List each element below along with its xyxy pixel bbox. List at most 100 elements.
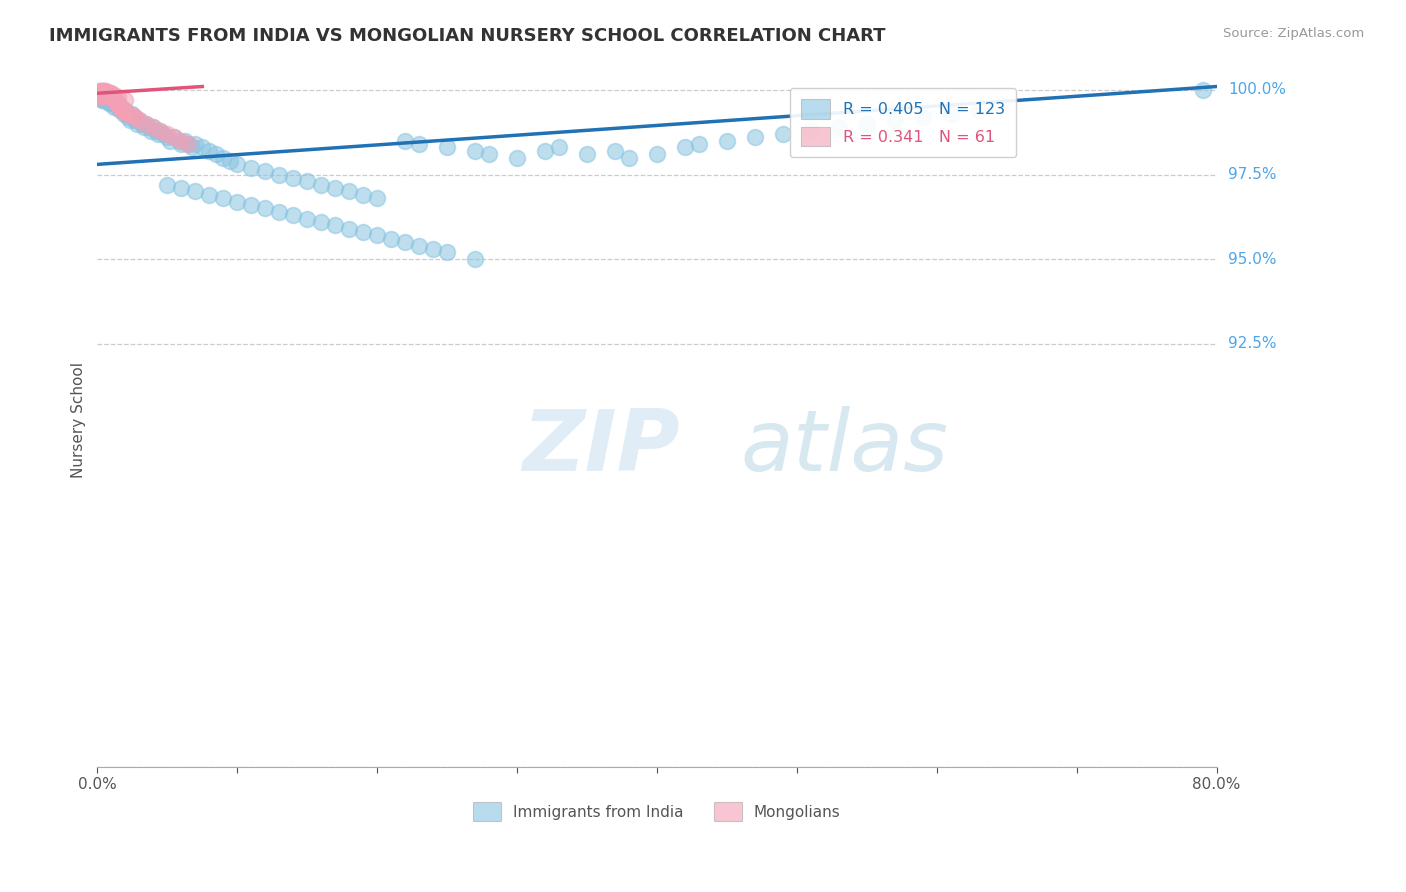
Point: [121, 108, 143, 122]
Point: [91, 86, 114, 100]
Point: [828, 120, 851, 135]
Point: [226, 194, 249, 209]
Point: [128, 113, 150, 128]
Point: [91, 87, 114, 101]
Point: [112, 104, 135, 119]
Point: [478, 147, 501, 161]
Text: atlas: atlas: [741, 406, 949, 489]
Point: [156, 130, 179, 145]
Point: [135, 117, 157, 131]
Point: [269, 168, 291, 182]
Point: [87, 89, 110, 103]
Point: [89, 89, 111, 103]
Point: [174, 134, 197, 148]
Point: [97, 86, 120, 100]
Point: [117, 106, 139, 120]
Point: [101, 91, 124, 105]
Point: [184, 185, 207, 199]
Point: [90, 87, 112, 102]
Point: [688, 137, 710, 152]
Point: [98, 86, 121, 100]
Point: [89, 86, 111, 100]
Point: [240, 198, 263, 212]
Point: [617, 151, 640, 165]
Point: [96, 87, 118, 102]
Point: [97, 87, 120, 102]
Point: [548, 140, 571, 154]
Point: [93, 84, 115, 98]
Point: [101, 93, 124, 107]
Point: [114, 104, 136, 119]
Point: [1191, 83, 1213, 97]
Point: [111, 103, 134, 118]
Point: [911, 110, 934, 124]
Point: [89, 89, 111, 103]
Point: [93, 86, 115, 100]
Point: [309, 178, 332, 192]
Point: [96, 93, 118, 107]
Point: [149, 123, 172, 137]
Point: [163, 130, 186, 145]
Point: [96, 89, 118, 103]
Point: [94, 89, 117, 103]
Point: [436, 245, 458, 260]
Point: [135, 117, 157, 131]
Point: [121, 106, 143, 120]
Point: [139, 123, 162, 137]
Point: [89, 87, 111, 101]
Point: [93, 89, 115, 103]
Point: [103, 100, 125, 114]
Point: [112, 106, 135, 120]
Point: [104, 95, 127, 109]
Point: [124, 113, 146, 128]
Point: [939, 106, 962, 120]
Point: [90, 89, 112, 103]
Point: [100, 87, 122, 102]
Point: [422, 242, 444, 256]
Point: [97, 86, 120, 100]
Point: [98, 93, 121, 107]
Text: Source: ZipAtlas.com: Source: ZipAtlas.com: [1223, 27, 1364, 40]
Point: [117, 110, 139, 124]
Point: [97, 96, 120, 111]
Point: [219, 153, 242, 168]
Point: [93, 84, 115, 98]
Point: [111, 103, 134, 118]
Point: [191, 140, 214, 154]
Point: [103, 96, 125, 111]
Point: [394, 235, 416, 250]
Point: [90, 84, 112, 98]
Point: [323, 219, 346, 233]
Point: [142, 120, 165, 135]
Point: [254, 164, 277, 178]
Point: [114, 103, 136, 118]
Point: [337, 221, 360, 235]
Point: [93, 87, 115, 101]
Point: [87, 87, 110, 102]
Text: IMMIGRANTS FROM INDIA VS MONGOLIAN NURSERY SCHOOL CORRELATION CHART: IMMIGRANTS FROM INDIA VS MONGOLIAN NURSE…: [49, 27, 886, 45]
Point: [100, 86, 122, 100]
Point: [464, 252, 486, 267]
Point: [105, 96, 128, 111]
Point: [124, 110, 146, 124]
Point: [883, 113, 905, 128]
Point: [309, 215, 332, 229]
Point: [90, 87, 112, 101]
Point: [142, 120, 165, 135]
Point: [132, 120, 155, 135]
Point: [337, 185, 360, 199]
Point: [167, 134, 190, 148]
Point: [104, 96, 127, 111]
Point: [89, 87, 111, 102]
Point: [107, 96, 129, 111]
Point: [394, 134, 416, 148]
Point: [100, 89, 122, 103]
Point: [352, 187, 374, 202]
Point: [108, 100, 131, 114]
Point: [163, 130, 186, 145]
Point: [283, 170, 305, 185]
Point: [181, 140, 204, 154]
Point: [103, 93, 125, 107]
Point: [205, 147, 228, 161]
Point: [87, 87, 110, 101]
